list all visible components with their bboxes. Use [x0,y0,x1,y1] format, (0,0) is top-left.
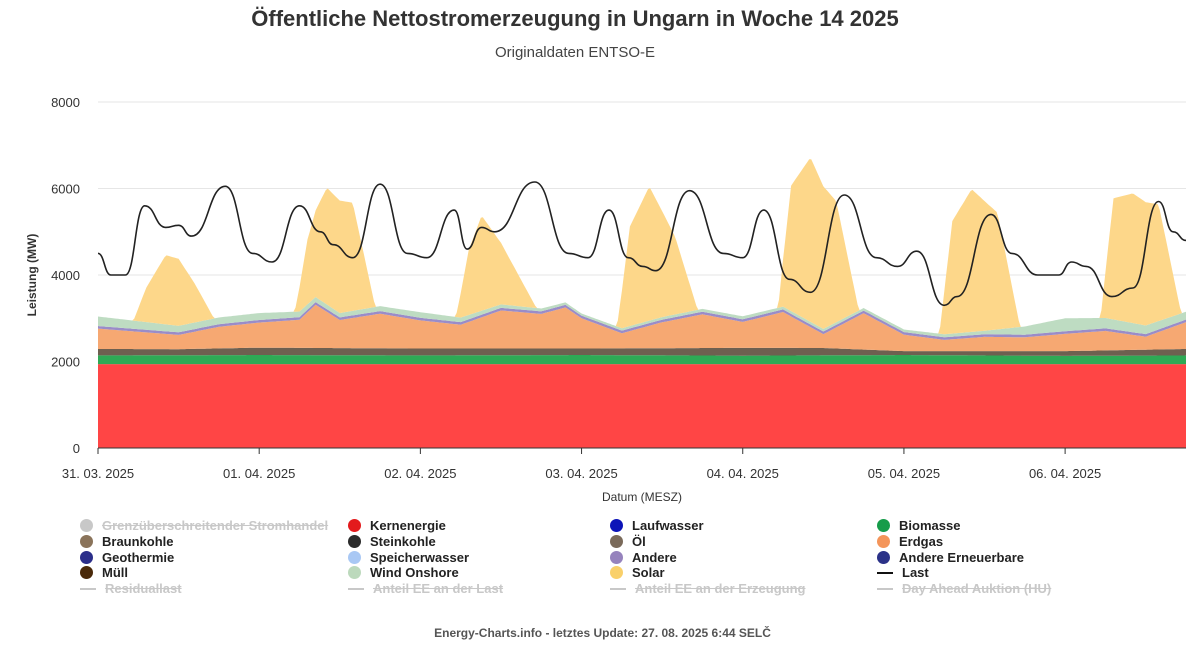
chart-title: Öffentliche Nettostromerzeugung in Ungar… [251,6,899,31]
legend-dot-swatch [80,550,93,564]
legend-dot-swatch [610,534,623,548]
y-tick-label: 8000 [51,95,80,110]
legend-item[interactable]: Speicherwasser [348,550,469,565]
area-solar[interactable] [98,159,1186,335]
legend-label: Andere [632,549,677,565]
legend-label: Andere Erneuerbare [899,549,1024,565]
x-tick-label: 06. 04. 2025 [1029,466,1101,481]
legend-item[interactable]: Biomasse [877,518,960,533]
legend-item[interactable]: Solar [610,565,665,580]
legend-item[interactable]: Anteil EE an der Erzeugung [610,581,805,596]
legend-label: Öl [632,533,646,549]
x-tick-label: 01. 04. 2025 [223,466,295,481]
chart-canvas: 0 2000 4000 6000 8000 31. 03. 2025 01. 04. 202… [25,95,1187,504]
legend-label: Solar [632,565,665,581]
y-tick-label: 6000 [51,182,80,197]
legend-item[interactable]: Day Ahead Auktion (HU) [877,581,1051,596]
legend-item[interactable]: Geothermie [80,550,174,565]
legend-dot-swatch [348,534,361,548]
area-erdgas[interactable] [98,304,1186,352]
x-tick-label: 31. 03. 2025 [62,466,134,481]
legend-item[interactable]: Müll [80,565,128,580]
legend-line-swatch [877,587,893,590]
legend-label: Steinkohle [370,533,436,549]
axes: 0 2000 4000 6000 8000 31. 03. 2025 01. 04. 202… [51,95,1186,481]
legend-label: Geothermie [102,549,175,565]
legend-item[interactable]: Andere [610,550,677,565]
y-tick-label: 2000 [51,355,80,370]
legend-item[interactable]: Last [877,565,929,580]
legend-dot-swatch [610,519,623,532]
legend-line-swatch [610,587,626,590]
legend-dot-swatch [610,566,623,580]
x-axis-title: Datum (MESZ) [602,490,682,504]
area-biomasse[interactable] [98,355,1186,365]
legend-item[interactable]: Wind Onshore [348,565,459,580]
x-tick-label: 05. 04. 2025 [868,466,940,481]
legend-dot-swatch [80,519,93,532]
legend-item[interactable]: Grenzüberschreitender Stromhandel [80,518,328,533]
y-axis-title: Leistung (MW) [25,234,39,317]
legend-item[interactable]: Andere Erneuerbare [877,550,1024,565]
legend-item[interactable]: Kernenergie [348,518,446,533]
footer-credit: Energy-Charts.info - letztes Update: 27.… [434,626,771,640]
legend-item[interactable]: Laufwasser [610,518,704,533]
x-tick-label: 02. 04. 2025 [384,466,456,481]
legend-item[interactable]: Öl [610,534,646,549]
legend-item[interactable]: Braunkohle [80,534,174,549]
legend-label: Braunkohle [102,533,174,549]
line-series-layer [97,181,1187,307]
legend-dot-swatch [80,534,93,548]
legend-label: Wind Onshore [370,565,459,581]
legend-label: Biomasse [899,518,961,533]
legend-line-swatch [348,587,364,590]
legend-item[interactable]: Residuallast [80,581,182,596]
x-tick-label: 03. 04. 2025 [545,466,617,481]
legend-dot-swatch [80,566,93,580]
legend-line-swatch [877,571,893,574]
legend-item[interactable]: Anteil EE an der Last [348,581,503,596]
legend-dot-swatch [877,534,890,548]
legend-item[interactable]: Erdgas [877,534,943,549]
legend-label: Erdgas [899,533,944,549]
legend-label: Residuallast [105,581,182,597]
legend-dot-swatch [348,519,361,532]
legend-line-swatch [80,587,96,590]
legend-label: Kernenergie [370,518,446,533]
legend-label: Anteil EE an der Last [373,581,504,597]
legend-label: Müll [102,565,128,581]
legend-dot-swatch [348,550,361,564]
legend-label: Last [902,565,929,581]
area-braunkohle[interactable] [98,347,1186,356]
legend-dot-swatch [877,550,890,564]
chart-subtitle: Originaldaten ENTSO-E [494,44,656,61]
legend-dot-swatch [348,566,361,580]
line-last[interactable] [97,181,1187,307]
legend-label: Laufwasser [632,518,704,533]
area-kernenergie[interactable] [98,364,1186,448]
x-tick-label: 04. 04. 2025 [707,466,779,481]
legend-label: Speicherwasser [370,549,470,565]
legend-dot-swatch [610,550,623,564]
legend-label: Day Ahead Auktion (HU) [902,581,1052,597]
area-series-layer [98,159,1186,448]
legend-dot-swatch [877,519,890,532]
y-tick-label: 4000 [51,268,80,283]
y-tick-label: 0 [73,441,80,456]
legend-label: Anteil EE an der Erzeugung [635,581,806,597]
legend-item[interactable]: Steinkohle [348,534,436,549]
legend-label: Grenzüberschreitender Stromhandel [102,518,329,533]
